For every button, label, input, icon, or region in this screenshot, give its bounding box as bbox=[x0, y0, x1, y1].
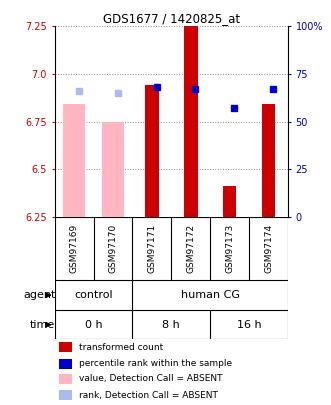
Bar bbox=[184, 26, 198, 217]
Text: GSM97172: GSM97172 bbox=[186, 224, 195, 273]
Text: GSM97171: GSM97171 bbox=[147, 224, 156, 273]
Text: human CG: human CG bbox=[181, 290, 240, 300]
FancyBboxPatch shape bbox=[59, 390, 72, 401]
Bar bbox=[262, 104, 275, 217]
Text: percentile rank within the sample: percentile rank within the sample bbox=[79, 359, 232, 368]
Bar bbox=[223, 186, 236, 217]
Text: 0 h: 0 h bbox=[85, 320, 102, 330]
Bar bbox=[63, 104, 85, 217]
FancyBboxPatch shape bbox=[59, 358, 72, 369]
Text: rank, Detection Call = ABSENT: rank, Detection Call = ABSENT bbox=[79, 391, 218, 400]
Title: GDS1677 / 1420825_at: GDS1677 / 1420825_at bbox=[103, 12, 240, 25]
Text: 8 h: 8 h bbox=[163, 320, 180, 330]
Bar bbox=[145, 85, 159, 217]
Text: time: time bbox=[30, 320, 55, 330]
FancyBboxPatch shape bbox=[59, 342, 72, 352]
Text: control: control bbox=[74, 290, 113, 300]
Bar bbox=[102, 122, 124, 217]
Text: GSM97174: GSM97174 bbox=[264, 224, 273, 273]
Text: GSM97169: GSM97169 bbox=[70, 224, 78, 273]
Text: GSM97173: GSM97173 bbox=[225, 224, 234, 273]
Text: 16 h: 16 h bbox=[237, 320, 261, 330]
Text: GSM97170: GSM97170 bbox=[109, 224, 118, 273]
Text: value, Detection Call = ABSENT: value, Detection Call = ABSENT bbox=[79, 374, 223, 384]
Text: agent: agent bbox=[23, 290, 55, 300]
Text: transformed count: transformed count bbox=[79, 343, 164, 352]
FancyBboxPatch shape bbox=[59, 374, 72, 384]
